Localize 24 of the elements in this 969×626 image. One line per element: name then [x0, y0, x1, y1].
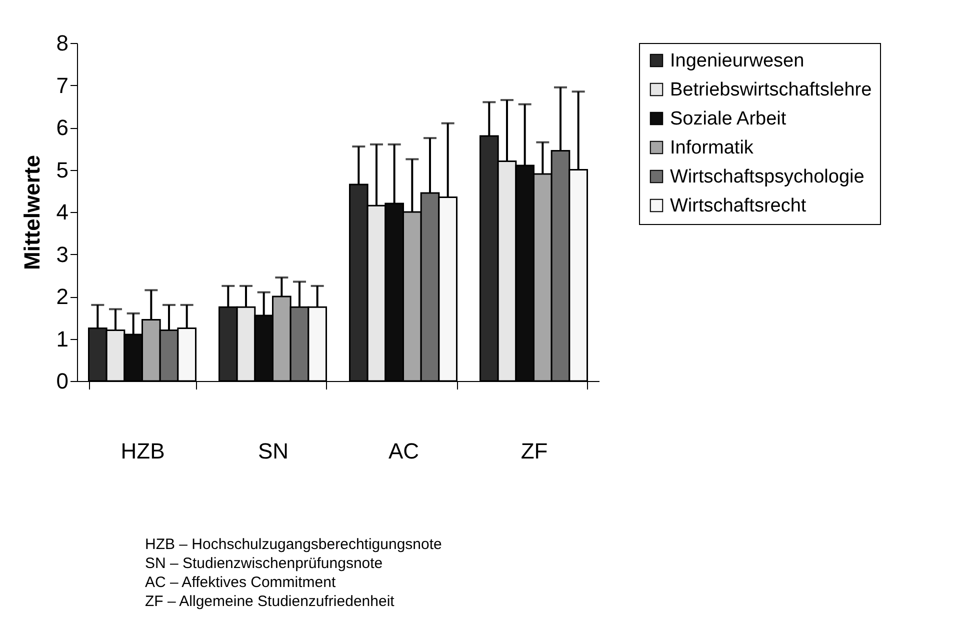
y-tick-label: 7	[56, 72, 68, 98]
text: SN – Studienzwischenprüfungsnote	[145, 554, 384, 573]
y-tick-label: 0	[56, 368, 68, 394]
x-tick-label: ZF	[520, 438, 548, 464]
y-tick-label: 2	[56, 284, 68, 309]
x-tick-label: SN	[258, 438, 289, 464]
legend-label: Wirtschaftspsychologie	[670, 166, 864, 188]
text: HZB – Hochschulzugangsberechtigungsnote	[145, 535, 442, 554]
text: ZF – Allgemeine Studienzufriedenheit	[145, 592, 396, 611]
legend-label: Soziale Arbeit	[670, 108, 787, 130]
x-tick-label: HZB	[120, 438, 165, 464]
x-tick-label: AC	[388, 438, 420, 464]
y-tick-label: 5	[56, 157, 68, 182]
y-tick-label: 6	[56, 115, 68, 140]
y-tick-label: 4	[56, 200, 68, 224]
y-tick-label: 1	[56, 326, 68, 352]
y-tick-label: 8	[56, 30, 68, 56]
legend-label: Betriebswirtschaftslehre	[670, 80, 872, 100]
text: AC – Affektives Commitment	[145, 573, 337, 592]
y-axis-title: Mittelwerte	[19, 155, 44, 270]
legend-label: Ingenieurwesen	[670, 50, 804, 72]
y-tick-label: 3	[56, 242, 68, 267]
legend-label: Informatik	[670, 138, 754, 158]
legend-label: Wirtschaftsrecht	[670, 196, 807, 216]
